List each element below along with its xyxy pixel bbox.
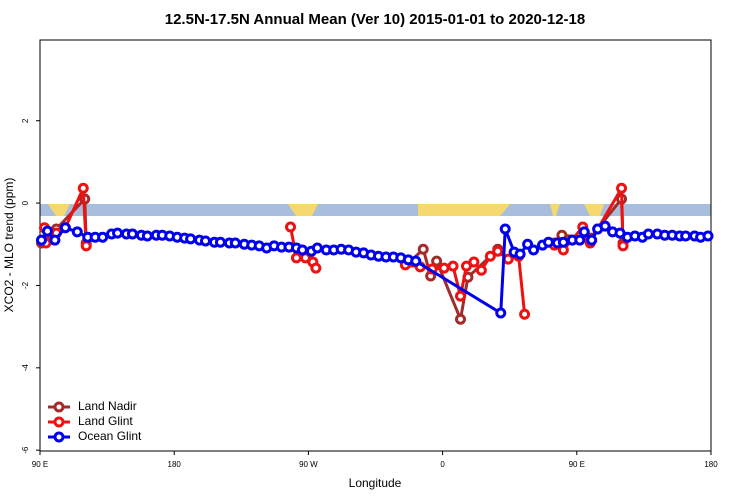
point [35, 234, 47, 246]
chart-title: 12.5N-17.5N Annual Mean (Ver 10) 2015-01… [165, 11, 585, 28]
point [680, 230, 692, 242]
point [484, 250, 496, 262]
point [495, 307, 507, 319]
x-tick-label: 180 [704, 460, 718, 469]
point [617, 240, 629, 252]
point [492, 245, 504, 257]
point [214, 236, 226, 248]
point [542, 236, 554, 248]
point [141, 230, 153, 242]
x-tick-label: 90 E [569, 460, 585, 469]
point [454, 290, 466, 302]
x-tick-label: 180 [168, 460, 182, 469]
legend-marker [53, 416, 65, 428]
point [431, 255, 443, 267]
point [80, 240, 92, 252]
point [112, 227, 124, 239]
legend-label: Land Glint [78, 414, 133, 428]
x-axis-label: Longitude [349, 476, 402, 490]
legend-marker [53, 401, 65, 413]
x-tick-label: 90 E [32, 460, 48, 469]
point [438, 262, 450, 274]
point [41, 225, 53, 237]
y-tick-label: 0 [21, 200, 30, 205]
point [126, 228, 138, 240]
point [499, 223, 511, 235]
point [410, 255, 422, 267]
point [310, 262, 322, 274]
point [77, 182, 89, 194]
y-tick-label: -6 [21, 446, 30, 454]
point [514, 248, 526, 260]
point [447, 260, 459, 272]
point [475, 264, 487, 276]
point [200, 235, 212, 247]
point [616, 182, 628, 194]
point [49, 234, 61, 246]
point [454, 313, 466, 325]
point [528, 244, 540, 256]
point [71, 226, 83, 238]
point [468, 256, 480, 268]
point [519, 308, 531, 320]
x-tick-label: 0 [440, 460, 445, 469]
point [417, 243, 429, 255]
legend-marker [53, 431, 65, 443]
legend-label: Ocean Glint [78, 429, 142, 443]
y-tick-label: 2 [21, 118, 30, 123]
legend-label: Land Nadir [78, 399, 137, 413]
point [586, 234, 598, 246]
plot-frame [39, 39, 712, 452]
point [185, 233, 197, 245]
point [599, 220, 611, 232]
y-tick-label: -2 [21, 281, 30, 289]
point [285, 221, 297, 233]
point [296, 244, 308, 256]
point [59, 222, 71, 234]
series-line [41, 194, 625, 325]
y-tick-label: -4 [21, 364, 30, 372]
land-mask [40, 204, 711, 216]
point [557, 236, 569, 248]
point [311, 242, 323, 254]
point [290, 252, 302, 264]
point [97, 231, 109, 243]
point [574, 234, 586, 246]
point [229, 237, 241, 249]
point [702, 230, 714, 242]
x-tick-label: 90 W [299, 460, 318, 469]
point [578, 226, 590, 238]
plot-layer: 90 E 180 90 W 0 90 E 180 2 0 -2 -4 -6 Land NadirLan… [21, 118, 718, 469]
point [642, 228, 654, 240]
y-axis-label: XCO2 - MLO trend (ppm) [2, 178, 16, 313]
